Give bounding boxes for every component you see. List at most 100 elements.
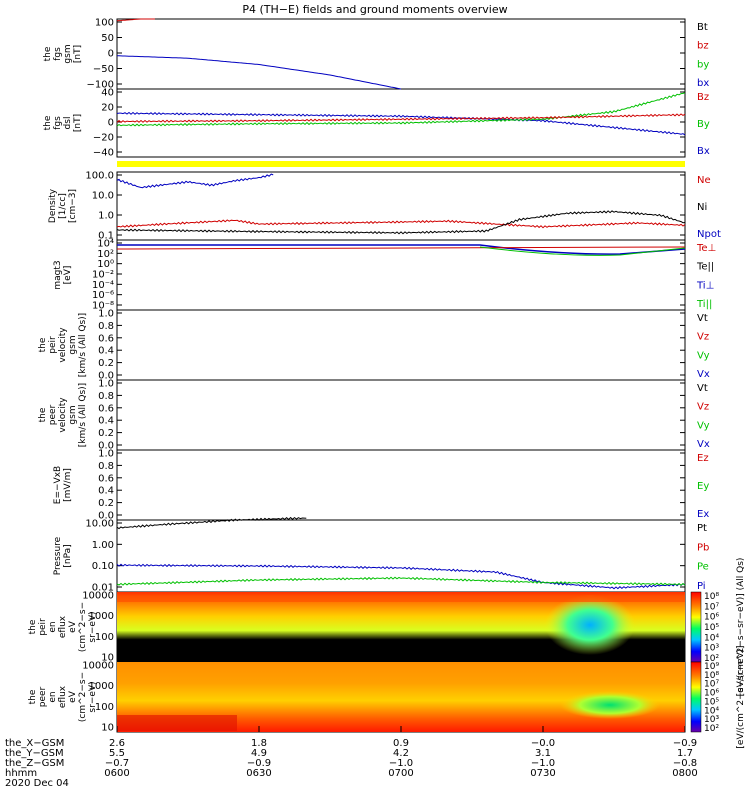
series-pressure-Pe [116, 576, 686, 586]
y-axis-label-line: [nT] [73, 45, 83, 63]
legend-fgs_dsl-2: Bx [697, 146, 710, 157]
y-tick-label: 10.00 [85, 519, 114, 530]
legend-fgs_gsm-0: Bt [697, 22, 708, 33]
x-tick-label: −0.7 [105, 758, 129, 769]
y-tick-label: 0.0 [98, 511, 114, 522]
panel-peer_vel: 1.00.80.6 0.40.2 0.0 the peer velocity gsm [km/… [38, 379, 710, 452]
legend-peer_vel-3: Vx [697, 439, 710, 450]
panel-fgs_gsm: 100 50 0 −50 −100 the fgs gsm [nT] Bt bz by bx [43, 18, 709, 91]
y-axis-label-line: the [43, 46, 53, 61]
y-axis-label-line: peir [38, 618, 48, 636]
series-temp-Ti-par [479, 246, 686, 256]
colorbar-tick-label: 10⁷ [704, 602, 719, 612]
y-axis-label-line: [cm−3] [68, 189, 78, 223]
y-tick-label: 0.2 [98, 358, 114, 369]
legend-temp-3: Ti|| [696, 299, 712, 310]
colorbar-tick-label: 10⁹ [704, 662, 719, 672]
legend-fgs_gsm-1: bz [697, 41, 709, 52]
peir-spectrogram-feature [545, 595, 635, 655]
legend-temp-0: Te⊥ [696, 243, 716, 254]
y-axis-label: the peir velocity gsm [km/s (All Qs)] [38, 313, 88, 377]
y-tick-label: 10⁴ [97, 239, 114, 250]
colorbar-tick-label: 10⁴ [704, 706, 719, 716]
y-axis-label-line: eflux [58, 685, 68, 708]
panel-frame [116, 309, 686, 381]
y-axis-label: the peer velocity gsm [km/s (All Qs)] [38, 383, 88, 447]
y-axis-label-line: eV [68, 620, 78, 633]
y-tick-label: −100 [87, 80, 114, 91]
y-axis-label-line: gsm [68, 405, 78, 424]
y-axis-label-line: the [38, 337, 48, 352]
y-tick-label: 10⁻² [92, 270, 114, 281]
y-tick-label: 1.0 [98, 309, 114, 320]
colorbar-tick-label: 10⁸ [704, 671, 719, 681]
y-tick-label: 10 [101, 723, 114, 734]
x-tick-label: 3.1 [535, 748, 551, 759]
y-tick-label: 1.0 [98, 449, 114, 460]
y-axis-label-line: [eV] [63, 266, 73, 285]
legend-peer_vel-0: Vt [697, 383, 708, 394]
x-tick-label: −0.0 [531, 738, 555, 749]
colorbar-tick-label: 10⁶ [704, 613, 719, 623]
legend-pressure-1: Pb [697, 542, 709, 553]
y-axis-label-line: eV [68, 690, 78, 703]
y-tick-label: 20 [101, 103, 114, 114]
series-fgs_dsl-Bx [116, 111, 686, 136]
y-tick-label: −50 [93, 64, 114, 75]
series-fgs_dsl-By [116, 92, 686, 127]
y-axis-label-line: Density [48, 188, 58, 223]
x-tick-label: 0730 [530, 768, 555, 779]
y-axis-label-line: sr−eV) [88, 681, 98, 712]
panel-efield: 1.00.80.6 0.40.2 0.0 E=−VxB [mV/m] Ez Ey Ex [53, 449, 709, 522]
peir-colorbar [690, 591, 702, 663]
y-axis-label-line: [nPa] [63, 544, 73, 567]
panel-frame [116, 88, 686, 158]
x-row-label: hhmm [5, 768, 37, 779]
series-fgs_gsm-bz [116, 18, 155, 22]
y-axis-label-line: [mV/m] [63, 468, 73, 502]
panel-frame [116, 379, 686, 451]
panel-density: 100.0 10.0 1.0 0.1 Density [1/cc] [cm−3] Ne Ni Np… [48, 171, 721, 242]
status-bar [117, 161, 685, 167]
y-axis-label: the fgs gsm [nT] [43, 44, 83, 63]
x-tick-label: −0.9 [673, 738, 697, 749]
y-tick-label: 0.0 [98, 371, 114, 382]
colorbar-tick-label: 10³ [704, 644, 719, 654]
x-tick-label: 1.7 [677, 748, 693, 759]
y-tick-label: 0 [108, 118, 114, 129]
peir-spectrogram [117, 592, 685, 662]
x-tick-label: 0.9 [393, 738, 409, 749]
y-tick-label: 10⁻⁴ [92, 280, 114, 291]
y-tick-label: 40 [101, 88, 114, 99]
y-axis-label-line: fgs [53, 47, 63, 61]
x-tick-label: 5.5 [109, 748, 125, 759]
colorbar-tick-label: 10⁶ [704, 689, 719, 699]
y-axis-label-line: [1/cc] [58, 193, 68, 219]
legend-peir_vel-1: Vz [697, 332, 709, 343]
x-date-label: 2020 Dec 04 [5, 778, 69, 789]
legend-peir_vel-3: Vx [697, 369, 710, 380]
panel-frame [116, 171, 686, 241]
y-tick-label: 0.2 [98, 428, 114, 439]
y-tick-label: 10 [101, 653, 114, 664]
y-tick-label: 0.6 [98, 473, 114, 484]
y-tick-label: 50 [101, 33, 114, 44]
series-density-Ne [116, 219, 686, 229]
y-axis-label-line: dsl [63, 117, 73, 130]
x-tick-label: 0600 [104, 768, 129, 779]
y-axis-label-line: the [43, 115, 53, 130]
colorbar-tick-label: 10⁷ [704, 680, 719, 690]
y-tick-label: 0.6 [98, 403, 114, 414]
x-tick-label: −0.9 [247, 758, 271, 769]
y-tick-label: 0.2 [98, 498, 114, 509]
legend-peir_vel-0: Vt [697, 313, 708, 324]
peer-spectrogram-band [117, 715, 237, 731]
y-tick-label: 1000 [89, 681, 114, 692]
x-row-label: the_X−GSM [5, 738, 64, 749]
y-axis-label-line: the [28, 619, 38, 634]
y-tick-label: 10⁻⁶ [92, 290, 114, 301]
legend-fgs_dsl-1: By [697, 119, 710, 130]
y-axis-label-line: E=−VxB [53, 466, 63, 504]
y-axis-label-line: Pressure [53, 536, 63, 575]
